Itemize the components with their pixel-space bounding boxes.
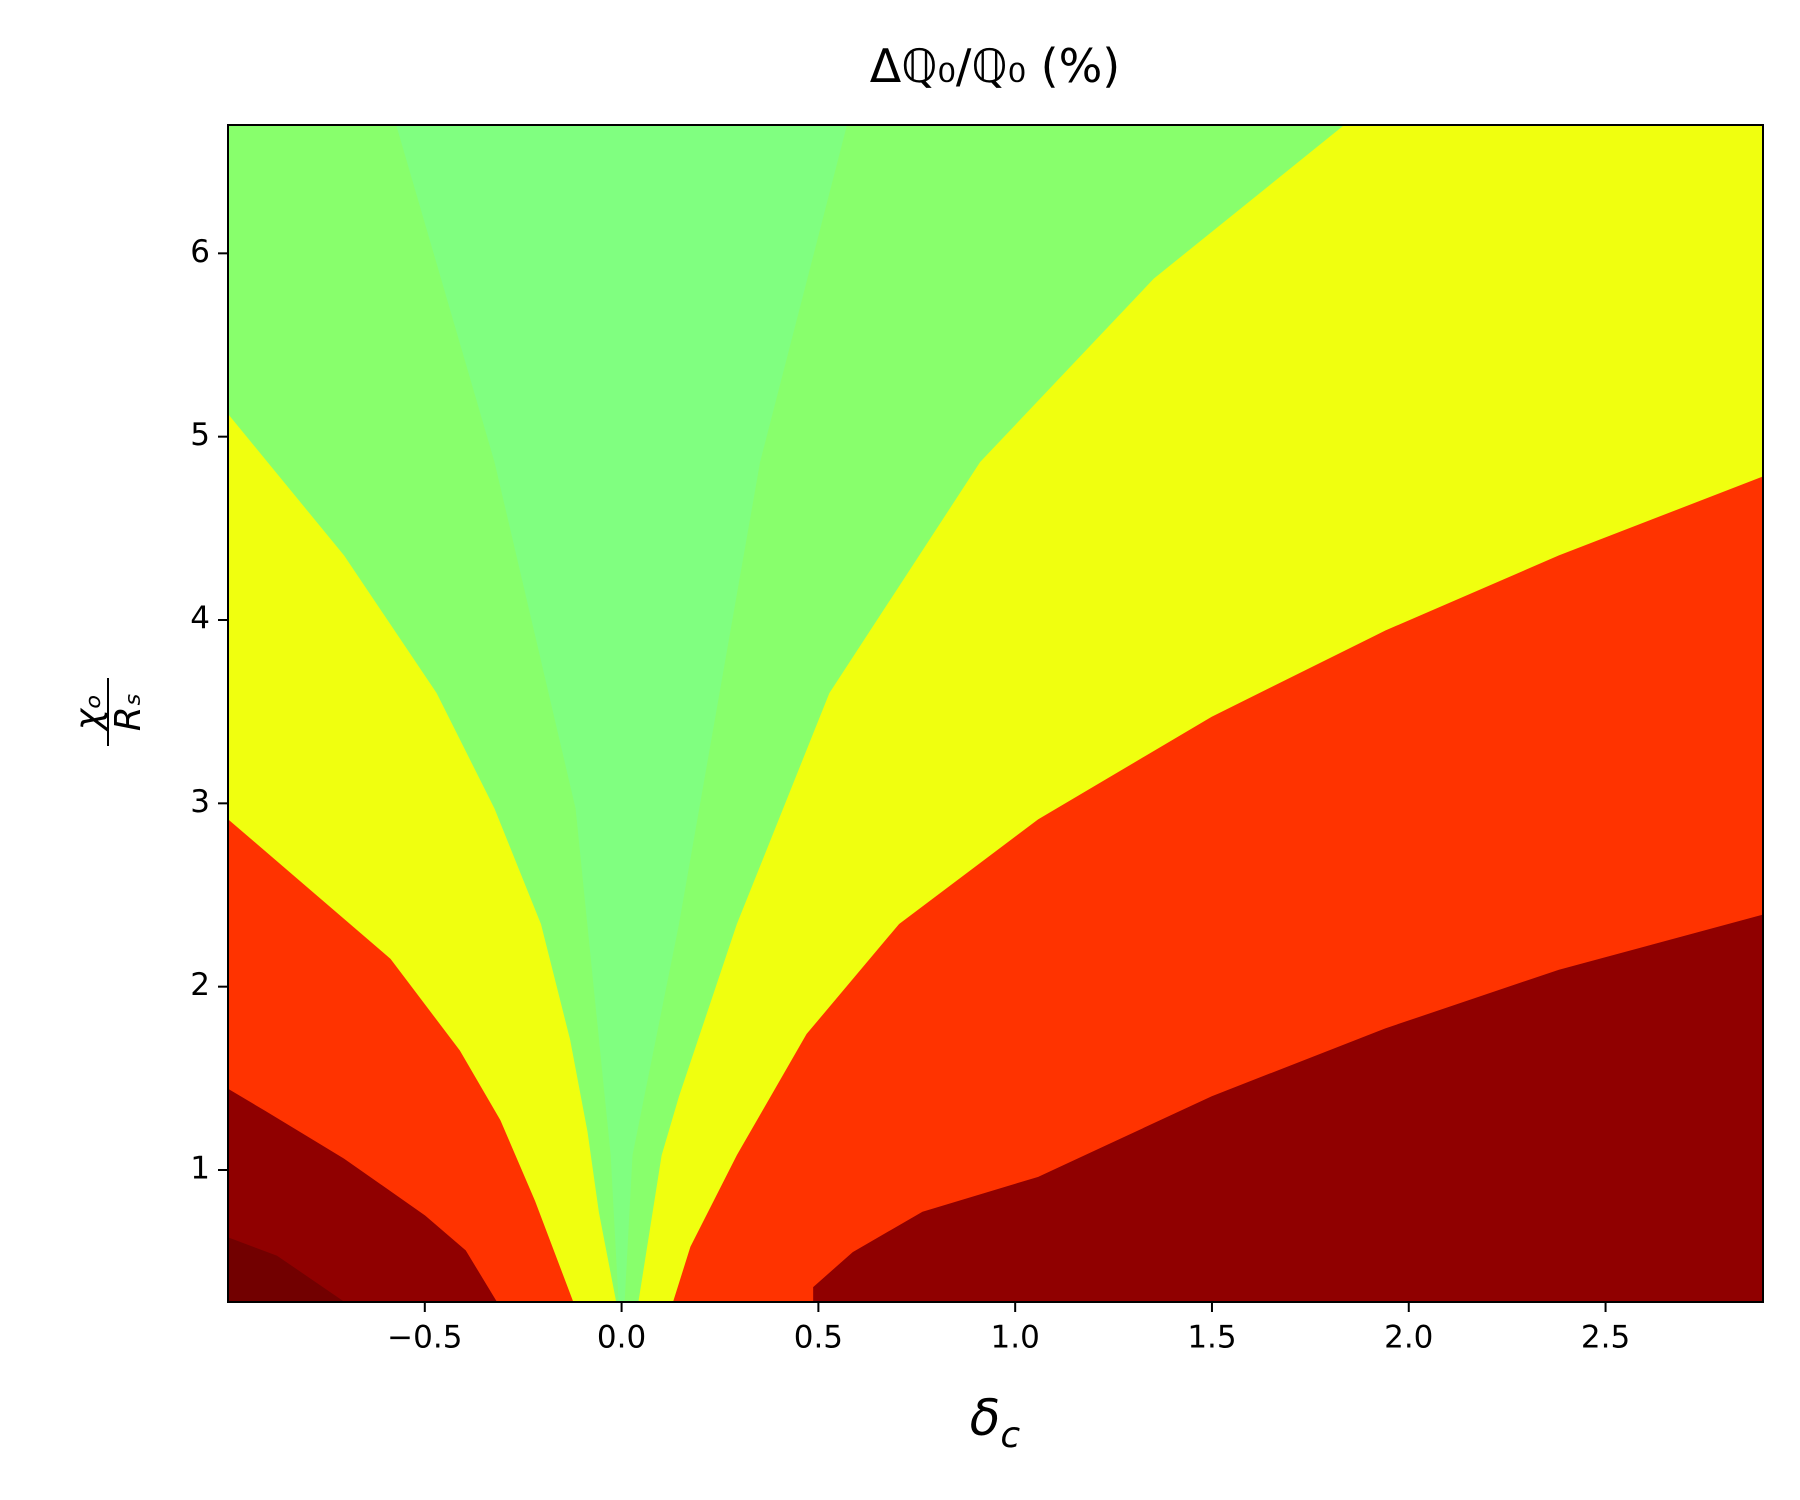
plot-frame	[227, 124, 1764, 1303]
x-tick-label: 1.5	[1187, 1320, 1236, 1356]
x-tick-label: −0.5	[387, 1320, 462, 1356]
y-label-numerator: χₒ	[68, 694, 109, 732]
y-tick-label: 4	[190, 601, 210, 637]
x-tick-label: 2.5	[1581, 1320, 1630, 1356]
contour-region	[228, 1237, 345, 1302]
y-tick-label: 1	[190, 1151, 210, 1187]
contour-regions	[228, 125, 1763, 1302]
contour-region	[228, 1088, 498, 1302]
x-tick-label: 1.0	[991, 1320, 1040, 1356]
y-tick-label: 6	[190, 234, 210, 270]
contour-region	[813, 914, 1763, 1302]
x-label-base: δ	[970, 1389, 1001, 1447]
x-tick-label: 2.0	[1384, 1320, 1433, 1356]
y-axis-label: χₒ Rₛ	[68, 678, 149, 746]
x-tick-label: 0.0	[597, 1320, 646, 1356]
y-label-denominator: Rₛ	[108, 693, 149, 731]
y-tick-label: 2	[190, 967, 210, 1003]
x-tick-label: 0.5	[794, 1320, 843, 1356]
y-tick-label: 5	[190, 417, 210, 453]
y-tick-label: 3	[190, 784, 210, 820]
chart-title: Δℚ₀/ℚ₀ (%)	[870, 39, 1120, 93]
x-axis-label: δc	[970, 1389, 1021, 1456]
x-label-sub: c	[1000, 1415, 1020, 1456]
